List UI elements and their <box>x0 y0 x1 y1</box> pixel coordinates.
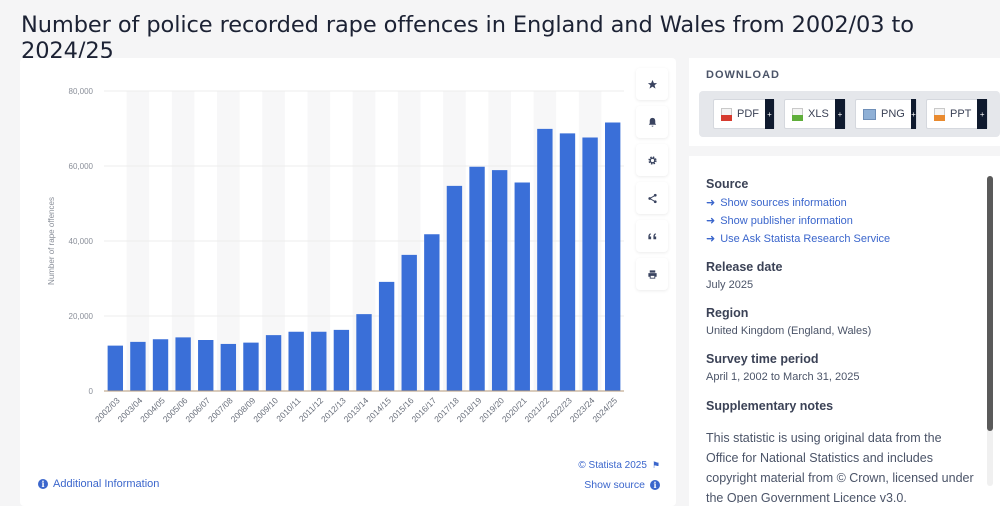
png-label: PNG <box>881 108 905 120</box>
bar-2012-13[interactable] <box>333 329 350 391</box>
bar-2023-24[interactable] <box>582 137 598 392</box>
show-source-label: Show source <box>584 479 645 491</box>
xls-label: XLS <box>808 108 829 120</box>
bar-2020-21[interactable] <box>514 182 530 392</box>
bar-2009-10[interactable] <box>265 335 282 391</box>
ppt-label: PPT <box>950 108 972 120</box>
show-publisher-link[interactable]: ➜ Show publisher information <box>706 214 853 228</box>
cite-button[interactable] <box>636 220 668 252</box>
pdf-file-icon <box>721 107 732 121</box>
release-date-title: Release date <box>706 260 783 274</box>
bar-2014-15[interactable] <box>378 281 395 391</box>
png-options-button[interactable]: + <box>910 99 916 129</box>
show-sources-link[interactable]: ➜ Show sources information <box>706 196 847 210</box>
bar-2005-06[interactable] <box>175 337 191 391</box>
x-tick-label: 2009/10 <box>251 395 280 424</box>
bar-2018-19[interactable] <box>469 166 485 391</box>
bar-2010-11[interactable] <box>288 331 304 391</box>
quote-icon <box>647 232 656 239</box>
region-value: United Kingdom (England, Wales) <box>706 325 872 337</box>
additional-information-label: Additional Information <box>53 478 160 490</box>
flag-icon: ⚑ <box>651 460 660 470</box>
survey-period-value: April 1, 2002 to March 31, 2025 <box>706 371 860 383</box>
statista-copyright: © Statista 2025 ⚑ <box>578 460 660 471</box>
bar-chart: 0 20,000 40,000 60,000 80,000 Number of rape… <box>47 87 624 424</box>
bell-icon <box>648 117 656 127</box>
bar-2007-08[interactable] <box>220 343 237 391</box>
share-icon <box>647 193 657 203</box>
arrow-right-icon: ➜ <box>706 215 716 227</box>
ask-statista-link[interactable]: ➜ Use Ask Statista Research Service <box>706 232 891 246</box>
xls-file-icon <box>792 107 803 121</box>
bar-2013-14[interactable] <box>356 314 372 391</box>
copyright-label: © Statista 2025 <box>578 460 647 471</box>
arrow-right-icon: ➜ <box>706 233 716 245</box>
additional-information-link[interactable]: i Additional Information <box>38 478 159 490</box>
settings-button[interactable] <box>636 144 668 176</box>
gear-icon <box>647 155 657 165</box>
download-ppt-button[interactable]: PPT + <box>926 99 988 129</box>
chart-card: 0 20,000 40,000 60,000 80,000 Number of rape… <box>20 58 676 506</box>
share-button[interactable] <box>636 182 668 214</box>
arrow-right-icon: ➜ <box>706 197 716 209</box>
printer-icon <box>647 269 657 279</box>
bar-2011-12[interactable] <box>311 331 327 391</box>
print-button[interactable] <box>636 258 668 290</box>
pdf-label: PDF <box>737 108 759 120</box>
download-pdf-button[interactable]: PDF + <box>713 99 775 129</box>
bar-2015-16[interactable] <box>401 254 417 391</box>
bar-2017-18[interactable] <box>446 185 463 391</box>
scrollbar-thumb[interactable] <box>987 176 993 431</box>
supplementary-notes-text: This statistic is using original data fr… <box>706 431 974 503</box>
bar-2006-07[interactable] <box>198 340 214 391</box>
bar-2024-25[interactable] <box>605 122 621 392</box>
source-title: Source <box>706 177 749 191</box>
y-tick-label: 20,000 <box>69 312 94 321</box>
bar-2022-23[interactable] <box>559 133 576 391</box>
y-axis-title: Number of rape offences <box>47 197 56 285</box>
bar-2008-09[interactable] <box>243 342 259 391</box>
download-png-button[interactable]: PNG + <box>855 99 917 129</box>
release-date-value: July 2025 <box>706 279 754 291</box>
y-tick-label: 60,000 <box>69 162 94 171</box>
star-icon <box>647 79 657 89</box>
show-source-link[interactable]: Show source i <box>584 479 660 491</box>
y-tick-label: 40,000 <box>69 237 94 246</box>
bar-2003-04[interactable] <box>130 341 146 391</box>
bar-2002-03[interactable] <box>107 345 123 391</box>
bar-2019-20[interactable] <box>491 170 508 391</box>
statistic-details-panel: Source ➜ Show sources information ➜ Show… <box>689 156 1000 506</box>
notification-button[interactable] <box>636 106 668 138</box>
survey-period-title: Survey time period <box>706 352 819 366</box>
download-panel: DOWNLOAD PDF + XLS + PNG + <box>689 58 1000 146</box>
ppt-options-button[interactable]: + <box>977 99 987 129</box>
pdf-options-button[interactable]: + <box>765 99 774 129</box>
page-title: Number of police recorded rape offences … <box>21 12 914 64</box>
bar-2004-05[interactable] <box>152 339 169 391</box>
download-title: DOWNLOAD <box>706 69 780 81</box>
region-title: Region <box>706 306 749 320</box>
download-buttons: PDF + XLS + PNG + PPT + <box>699 91 1000 137</box>
y-tick-label: 80,000 <box>69 87 94 96</box>
ppt-file-icon <box>934 107 945 121</box>
bar-2016-17[interactable] <box>424 234 440 391</box>
y-tick-label: 0 <box>89 387 94 396</box>
png-image-icon <box>863 108 876 120</box>
scrollbar-track[interactable] <box>987 176 993 486</box>
favorite-button[interactable] <box>636 68 668 100</box>
supplementary-notes-title: Supplementary notes <box>706 399 834 413</box>
bar-2021-22[interactable] <box>537 128 553 391</box>
download-xls-button[interactable]: XLS + <box>784 99 846 129</box>
info-icon: i <box>650 480 660 490</box>
xls-options-button[interactable]: + <box>834 99 845 129</box>
info-icon: i <box>38 479 48 489</box>
x-tick-label: 2024/25 <box>590 395 619 424</box>
